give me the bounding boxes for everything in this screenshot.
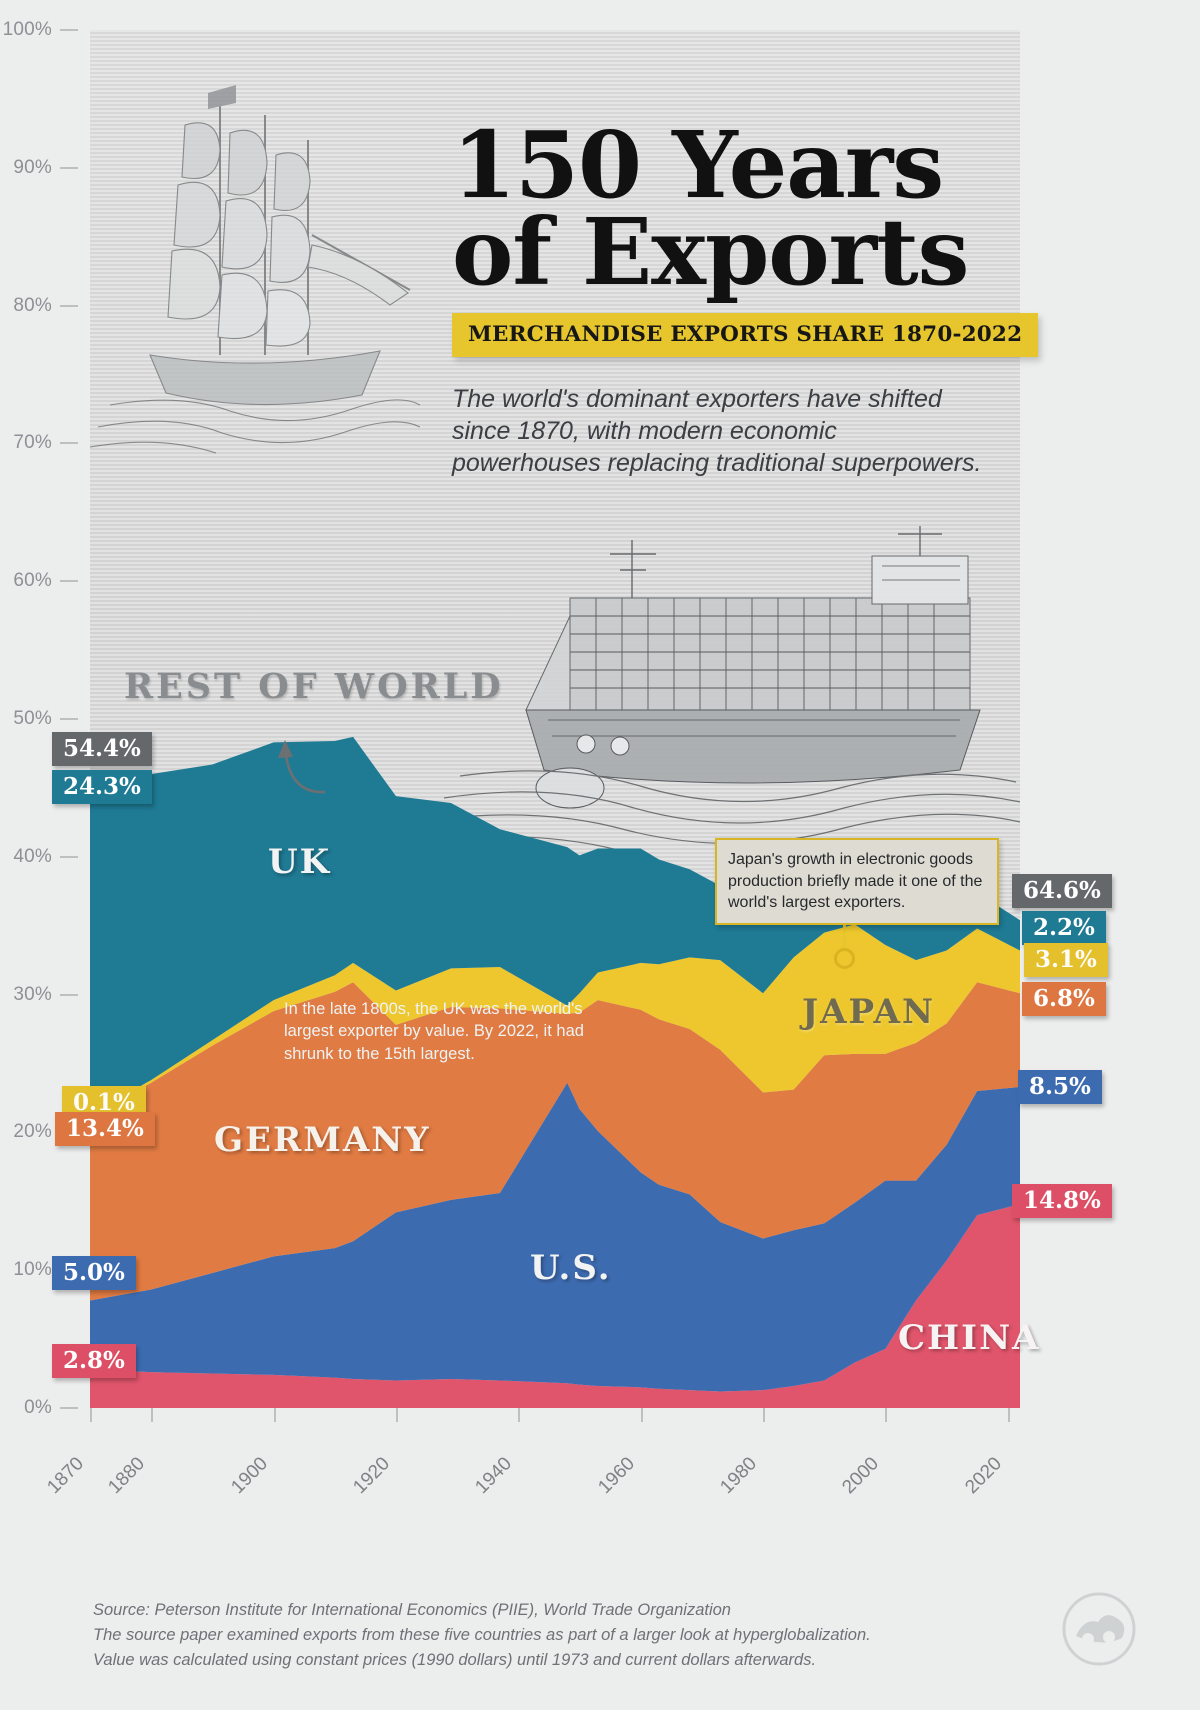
y-axis-tick-mark xyxy=(60,580,78,583)
publisher-logo xyxy=(1062,1592,1136,1666)
x-axis-tick-mark xyxy=(763,1408,766,1422)
subtitle-banner: MERCHANDISE EXPORTS SHARE 1870-2022 xyxy=(452,312,1039,357)
headline-description: The world's dominant exporters have shif… xyxy=(452,384,982,477)
area-u-s- xyxy=(90,1082,1020,1392)
x-axis: 1870 1880 1900 1920 1940 1960 1980 2000 2020 xyxy=(43,1408,1020,1528)
subtitle-banner-label: MERCHANDISE EXPORTS SHARE 1870-2022 xyxy=(468,321,1023,347)
x-axis-tick-label: 1880 xyxy=(104,1453,150,1499)
source-line-2: The source paper examined exports from t… xyxy=(93,1625,871,1644)
x-axis-tick-mark xyxy=(273,1408,276,1422)
x-axis-tick-mark xyxy=(90,1408,92,1422)
y-axis-tick-label: 50% xyxy=(13,708,52,729)
sailing-ship-illustration xyxy=(90,85,420,454)
x-axis-tick-mark xyxy=(151,1408,154,1422)
x-axis-tick-label: 1900 xyxy=(226,1453,272,1499)
x-axis-tick-label: 1980 xyxy=(716,1453,762,1499)
x-axis-tick-label: 1960 xyxy=(593,1453,639,1499)
x-axis-tick-label: 1920 xyxy=(349,1453,394,1499)
title-line-2: of Exports xyxy=(452,198,969,307)
title-line-1: 150 Years xyxy=(452,111,944,219)
y-axis-tick-label: 40% xyxy=(13,845,52,867)
value-badge-left-germany: 13.4% xyxy=(55,1112,155,1147)
y-axis-tick-label: 30% xyxy=(13,983,52,1005)
y-axis-tick-label: 0% xyxy=(24,1397,52,1418)
series-label-uk: UK xyxy=(268,842,332,882)
stacked-area-chart xyxy=(90,736,1020,1408)
x-axis-tick-label: 2020 xyxy=(961,1453,1006,1499)
y-axis-tick-label: 80% xyxy=(13,294,52,316)
x-axis-tick-label: 1940 xyxy=(471,1453,517,1499)
y-axis-tick-label: 100% xyxy=(2,19,52,40)
y-axis-tick-label: 10% xyxy=(13,1259,52,1281)
chart-plot-area: REST OF WORLD UK GERMANY U.S. JAPAN CHIN… xyxy=(90,30,1039,1408)
page-title: 150 Years of Exports xyxy=(452,119,982,307)
value-badge-right-germany: 6.8% xyxy=(1022,982,1106,1017)
y-axis-tick-mark xyxy=(60,993,78,996)
value-badge-right-uk: 2.2% xyxy=(1022,911,1106,946)
container-ship-illustration xyxy=(420,526,1020,850)
annotation-japan: Japan's growth in electronic goods produ… xyxy=(715,838,999,925)
x-axis-tick-mark xyxy=(518,1408,521,1422)
value-badge-right-japan: 3.1% xyxy=(1024,943,1108,978)
y-axis-tick-mark xyxy=(60,29,78,31)
x-axis-tick-mark xyxy=(1007,1408,1010,1422)
value-badge-right-us: 8.5% xyxy=(1018,1070,1102,1105)
rest-of-world-pointer-arrow xyxy=(278,740,326,794)
y-axis-tick-mark xyxy=(60,1407,78,1409)
x-axis-tick-mark xyxy=(640,1408,643,1422)
x-axis-tick-label: 2000 xyxy=(838,1453,884,1499)
y-axis-tick-label: 60% xyxy=(13,570,52,592)
source-line-1: Source: Peterson Institute for Internati… xyxy=(93,1601,731,1619)
japan-callout-dot xyxy=(834,948,855,969)
y-axis-tick-mark xyxy=(60,166,78,169)
y-axis-tick-label: 70% xyxy=(13,432,52,454)
series-label-rest-of-world: REST OF WORLD xyxy=(124,666,504,707)
value-badge-left-china: 2.8% xyxy=(52,1344,136,1379)
value-badge-right-china: 14.8% xyxy=(1012,1184,1112,1219)
source-line-3: Value was calculated using constant pric… xyxy=(93,1650,817,1669)
value-badge-left-us: 5.0% xyxy=(52,1256,136,1291)
y-axis-tick-mark xyxy=(60,442,78,445)
annotation-uk: In the late 1800s, the UK was the world'… xyxy=(284,1000,584,1063)
value-badge-left-uk: 24.3% xyxy=(52,770,152,805)
y-axis-tick-label: 20% xyxy=(13,1121,52,1143)
y-axis-tick-mark xyxy=(60,304,78,307)
series-label-china: CHINA xyxy=(898,1318,1041,1358)
x-axis-tick-label: 1870 xyxy=(43,1453,89,1499)
y-axis: 0% 10% 20% 30% 40% 50% 60% 70% 80% 90% 100% xyxy=(0,19,90,1418)
y-axis-tick-mark xyxy=(60,718,78,720)
footer-source: Source: Peterson Institute for Internati… xyxy=(93,1598,923,1672)
y-axis-tick-label: 90% xyxy=(13,156,52,178)
x-axis-tick-mark xyxy=(885,1408,888,1422)
x-axis-tick-mark xyxy=(395,1408,398,1422)
series-label-germany: GERMANY xyxy=(214,1120,431,1160)
series-label-japan: JAPAN xyxy=(802,992,936,1032)
value-badge-right-rest-of-world: 64.6% xyxy=(1012,874,1112,909)
area-uk xyxy=(90,736,1020,1115)
area-germany xyxy=(90,982,1020,1301)
value-badge-left-rest-of-world: 54.4% xyxy=(52,732,152,767)
series-label-us: U.S. xyxy=(530,1248,612,1288)
headline-block: 150 Years of Exports MERCHANDISE EXPORTS… xyxy=(452,119,1039,479)
area-japan xyxy=(90,924,1020,1116)
area-china xyxy=(90,1204,1020,1408)
y-axis-tick-mark xyxy=(60,855,78,858)
